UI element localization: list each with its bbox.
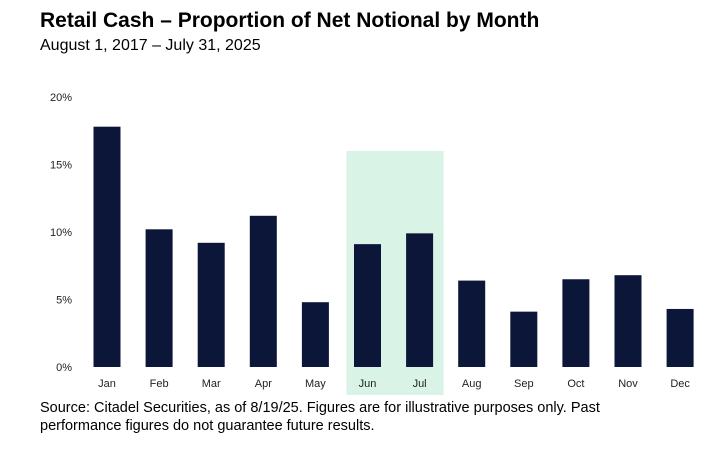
source-note: Source: Citadel Securities, as of 8/19/2… [40,400,600,434]
bar-jul [406,233,434,367]
x-tick-label: Apr [255,378,272,390]
chart-subtitle: August 1, 2017 – July 31, 2025 [40,37,261,54]
y-axis-tick-labels: 0% 5% 10% 15% 20% [50,92,72,374]
y-tick-label: 20% [50,92,72,104]
x-tick-label: Mar [202,378,221,390]
x-tick-label: Feb [150,378,169,390]
x-tick-label: Jul [413,378,427,390]
x-tick-label: Jun [359,378,377,390]
x-tick-label: Aug [462,378,482,390]
x-tick-label: Nov [618,378,638,390]
y-tick-label: 15% [50,160,72,172]
bars-group [93,126,694,367]
y-tick-label: 10% [50,227,72,239]
bar-jun [354,244,381,367]
bar-nov [614,275,642,367]
bar-jan [93,126,121,367]
y-tick-label: 0% [56,362,72,374]
x-tick-label: Dec [670,378,690,390]
bar-oct [562,279,590,367]
bar-chart: 0% 5% 10% 15% 20% Jan Feb Mar Apr May Jun Jul Aug Se… [50,92,694,395]
bar-aug [458,280,486,367]
bar-dec [666,308,694,367]
chart-title: Retail Cash – Proportion of Net Notional… [40,9,540,32]
bar-sep [510,311,538,367]
bar-feb [145,229,173,367]
y-tick-label: 5% [56,295,72,307]
x-tick-label: Oct [567,378,584,390]
bar-apr [249,215,277,367]
x-tick-label: Jan [98,378,116,390]
x-axis-tick-labels: Jan Feb Mar Apr May Jun Jul Aug Sep Oct Nov Dec [98,378,690,390]
x-tick-label: Sep [514,378,534,390]
bar-may [301,302,329,367]
bar-mar [197,242,225,367]
x-tick-label: May [305,378,326,390]
